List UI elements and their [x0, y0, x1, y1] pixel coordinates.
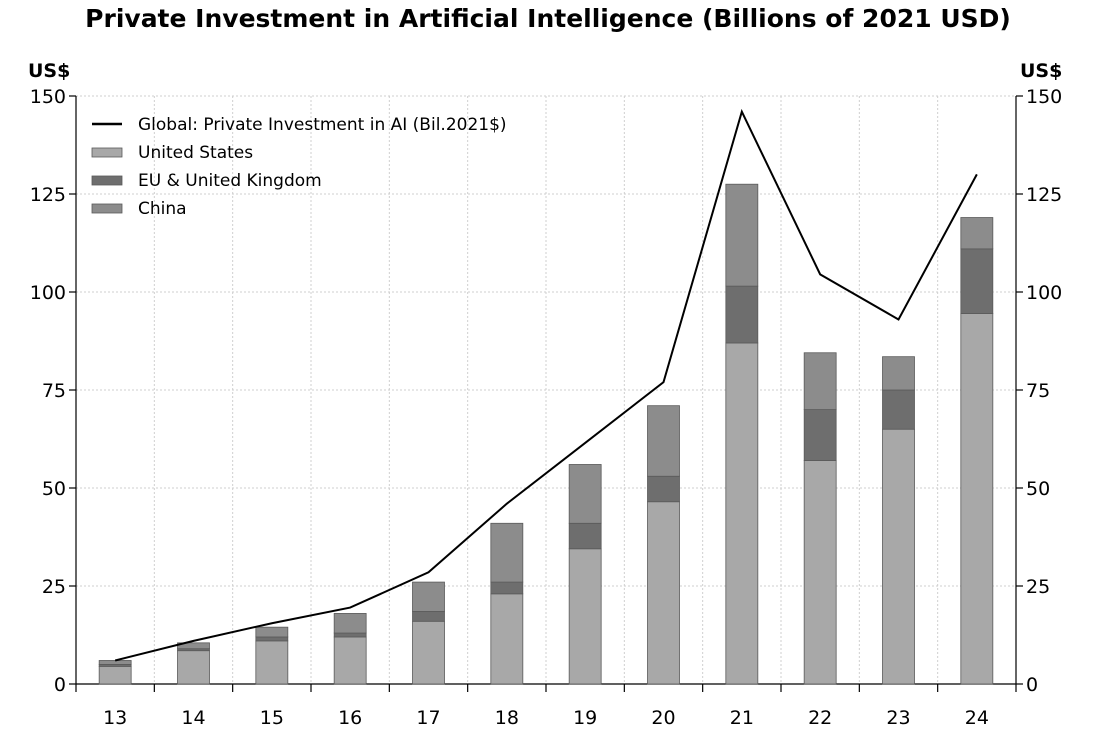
bar-china — [882, 356, 915, 391]
legend-swatch-bar — [91, 147, 123, 158]
x-tick-label: 24 — [965, 707, 989, 729]
bar-china — [803, 352, 837, 411]
bar-united-states — [568, 548, 602, 685]
y-tick-label-right: 25 — [1026, 576, 1050, 598]
legend-entry-label: EU & United Kingdom — [138, 171, 322, 191]
bar-united-states — [333, 636, 367, 685]
x-tick-label: 22 — [808, 707, 832, 729]
chart-title: Private Investment in Artificial Intelli… — [85, 4, 1011, 33]
y-tick-label-left: 75 — [42, 380, 66, 402]
bar-china — [412, 581, 445, 612]
bar-united-states — [412, 620, 445, 685]
bar-eu-united-kingdom — [960, 248, 994, 314]
y-tick-label-right: 125 — [1026, 184, 1062, 206]
bar-united-states — [803, 460, 837, 685]
bar-china — [255, 626, 289, 638]
bar-united-states — [255, 640, 289, 685]
legend-entry-label: United States — [138, 143, 253, 163]
x-tick-label: 13 — [103, 707, 127, 729]
bar-eu-united-kingdom — [803, 409, 837, 461]
y-tick-label-left: 125 — [30, 184, 66, 206]
y-tick-label-left: 100 — [30, 282, 66, 304]
x-tick-label: 17 — [416, 707, 440, 729]
y-tick-label-left: 150 — [30, 86, 66, 108]
y-tick-label-left: 50 — [42, 478, 66, 500]
x-tick-label: 14 — [181, 707, 205, 729]
bar-china — [725, 183, 759, 287]
y-axis-unit-left: US$ — [28, 60, 71, 82]
y-axis-unit-right: US$ — [1020, 60, 1063, 82]
legend-entry-label: Global: Private Investment in AI (Bil.20… — [138, 115, 507, 135]
legend-swatch-bar — [91, 175, 123, 186]
y-tick-label-left: 0 — [54, 674, 66, 696]
line-global-investment — [114, 108, 978, 662]
bar-china — [333, 613, 367, 634]
bar-eu-united-kingdom — [412, 611, 445, 622]
bar-eu-united-kingdom — [255, 636, 289, 642]
legend-entry-label: China — [138, 199, 187, 219]
x-tick-label: 16 — [338, 707, 362, 729]
bar-eu-united-kingdom — [568, 522, 602, 550]
bar-china — [960, 217, 994, 250]
bar-eu-united-kingdom — [725, 285, 759, 344]
x-tick-label: 18 — [495, 707, 519, 729]
y-tick-label-left: 25 — [42, 576, 66, 598]
bar-eu-united-kingdom — [647, 475, 680, 503]
bar-united-states — [882, 428, 915, 685]
bar-china — [490, 522, 524, 583]
y-tick-label-right: 150 — [1026, 86, 1062, 108]
x-tick-label: 23 — [886, 707, 910, 729]
bar-united-states — [725, 342, 759, 685]
y-tick-label-right: 0 — [1026, 674, 1038, 696]
x-tick-label: 15 — [260, 707, 284, 729]
x-tick-label: 20 — [651, 707, 675, 729]
y-tick-label-right: 75 — [1026, 380, 1050, 402]
bar-united-states — [647, 501, 680, 685]
bar-united-states — [98, 665, 132, 685]
bar-united-states — [960, 313, 994, 685]
bar-china — [647, 405, 680, 477]
y-tick-label-right: 50 — [1026, 478, 1050, 500]
bar-united-states — [490, 593, 524, 685]
bar-eu-united-kingdom — [333, 632, 367, 638]
bar-eu-united-kingdom — [490, 581, 524, 595]
bar-eu-united-kingdom — [882, 389, 915, 430]
bar-united-states — [177, 650, 210, 685]
bar-china — [98, 660, 132, 665]
x-tick-label: 21 — [730, 707, 754, 729]
x-tick-label: 19 — [573, 707, 597, 729]
bar-china — [568, 464, 602, 524]
legend-swatch-bar — [91, 203, 123, 214]
y-tick-label-right: 100 — [1026, 282, 1062, 304]
